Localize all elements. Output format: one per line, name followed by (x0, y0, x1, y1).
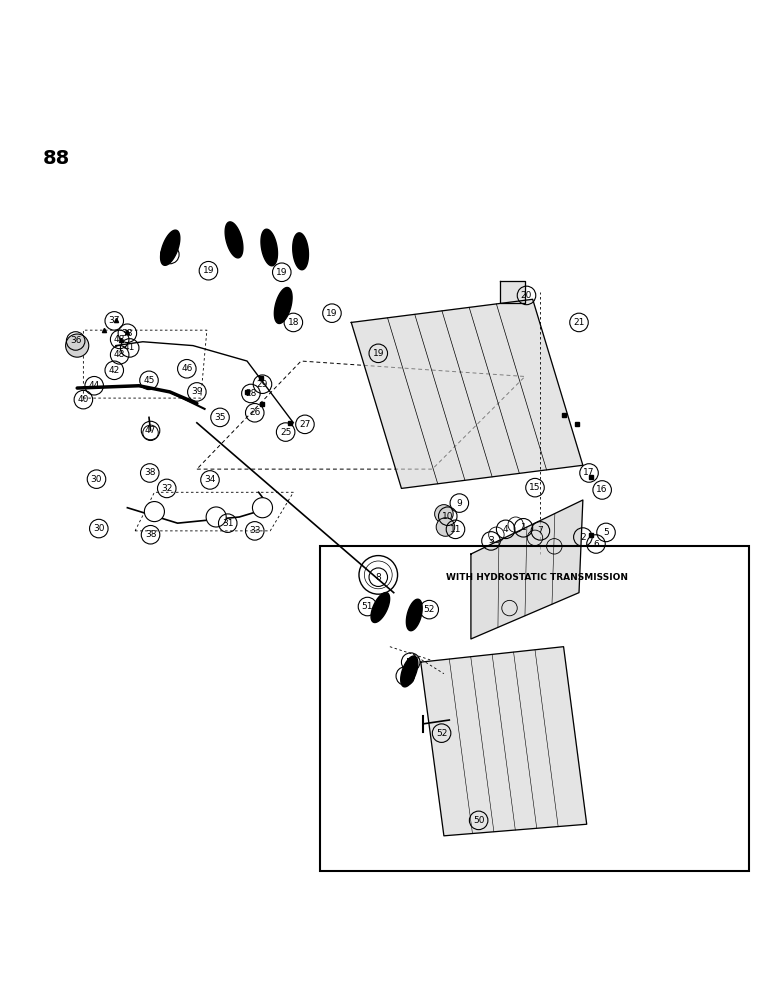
Text: 7: 7 (537, 526, 543, 535)
Text: 27: 27 (300, 420, 310, 429)
Text: 21: 21 (574, 318, 584, 327)
Text: 42: 42 (109, 366, 120, 375)
Text: 38: 38 (145, 530, 156, 539)
Text: 9: 9 (456, 499, 462, 508)
Polygon shape (421, 647, 587, 836)
Text: 47: 47 (145, 426, 156, 435)
Text: 3: 3 (488, 536, 494, 545)
Circle shape (435, 505, 453, 523)
Text: 30: 30 (91, 475, 102, 484)
Text: 44: 44 (89, 381, 100, 390)
Text: WITH HYDROSTATIC TRANSMISSION: WITH HYDROSTATIC TRANSMISSION (445, 573, 628, 582)
Text: 17: 17 (584, 468, 594, 477)
Text: 36: 36 (70, 336, 81, 345)
Text: 6: 6 (593, 540, 599, 549)
Text: 39: 39 (191, 387, 202, 396)
Text: 40: 40 (78, 395, 89, 404)
Text: 35: 35 (215, 413, 225, 422)
Text: 51: 51 (400, 672, 411, 681)
Text: 34: 34 (205, 475, 215, 484)
Text: 19: 19 (276, 268, 287, 277)
Polygon shape (225, 222, 243, 258)
Text: 52: 52 (436, 729, 447, 738)
Polygon shape (261, 229, 277, 266)
Circle shape (252, 498, 273, 518)
Circle shape (66, 334, 89, 357)
Text: 25: 25 (280, 428, 291, 437)
Circle shape (144, 502, 164, 522)
Text: 38: 38 (144, 468, 155, 477)
Text: 52: 52 (424, 605, 435, 614)
Text: 48: 48 (114, 350, 125, 359)
Polygon shape (406, 599, 422, 631)
Text: 31: 31 (222, 519, 233, 528)
Text: 10: 10 (442, 512, 453, 521)
Text: 19: 19 (373, 349, 384, 358)
Text: 20: 20 (521, 291, 532, 300)
Text: 32: 32 (161, 484, 172, 493)
Text: 48: 48 (114, 335, 125, 344)
Text: 8: 8 (375, 573, 381, 582)
Text: 1: 1 (520, 523, 527, 532)
Text: 15: 15 (530, 483, 540, 492)
Text: 29: 29 (257, 380, 268, 389)
Text: 51: 51 (362, 602, 373, 611)
Polygon shape (293, 233, 309, 270)
Polygon shape (471, 500, 583, 639)
Text: 38: 38 (122, 329, 133, 338)
Polygon shape (161, 230, 180, 265)
Text: 4: 4 (503, 525, 509, 534)
Text: 37: 37 (109, 316, 120, 325)
Text: 18: 18 (288, 318, 299, 327)
Text: 11: 11 (450, 525, 461, 534)
Polygon shape (371, 593, 390, 623)
Circle shape (436, 518, 455, 536)
Circle shape (206, 507, 226, 527)
Polygon shape (500, 281, 525, 303)
Text: 33: 33 (249, 526, 260, 535)
Text: 26: 26 (249, 408, 260, 417)
Text: 52: 52 (405, 658, 416, 667)
Text: 19: 19 (327, 309, 337, 318)
Polygon shape (274, 287, 292, 323)
Text: 46: 46 (181, 364, 192, 373)
Text: 30: 30 (93, 524, 104, 533)
Text: 19: 19 (203, 266, 214, 275)
Polygon shape (401, 656, 418, 687)
Text: 18: 18 (164, 250, 175, 259)
Polygon shape (351, 299, 583, 488)
Text: 2: 2 (580, 533, 586, 542)
Text: 50: 50 (473, 816, 484, 825)
Text: 16: 16 (597, 485, 608, 494)
Text: 28: 28 (245, 389, 256, 398)
Text: 5: 5 (603, 528, 609, 537)
Text: 41: 41 (124, 343, 135, 352)
Bar (320, 546, 749, 871)
Text: 45: 45 (144, 376, 154, 385)
Text: 88: 88 (42, 149, 69, 168)
